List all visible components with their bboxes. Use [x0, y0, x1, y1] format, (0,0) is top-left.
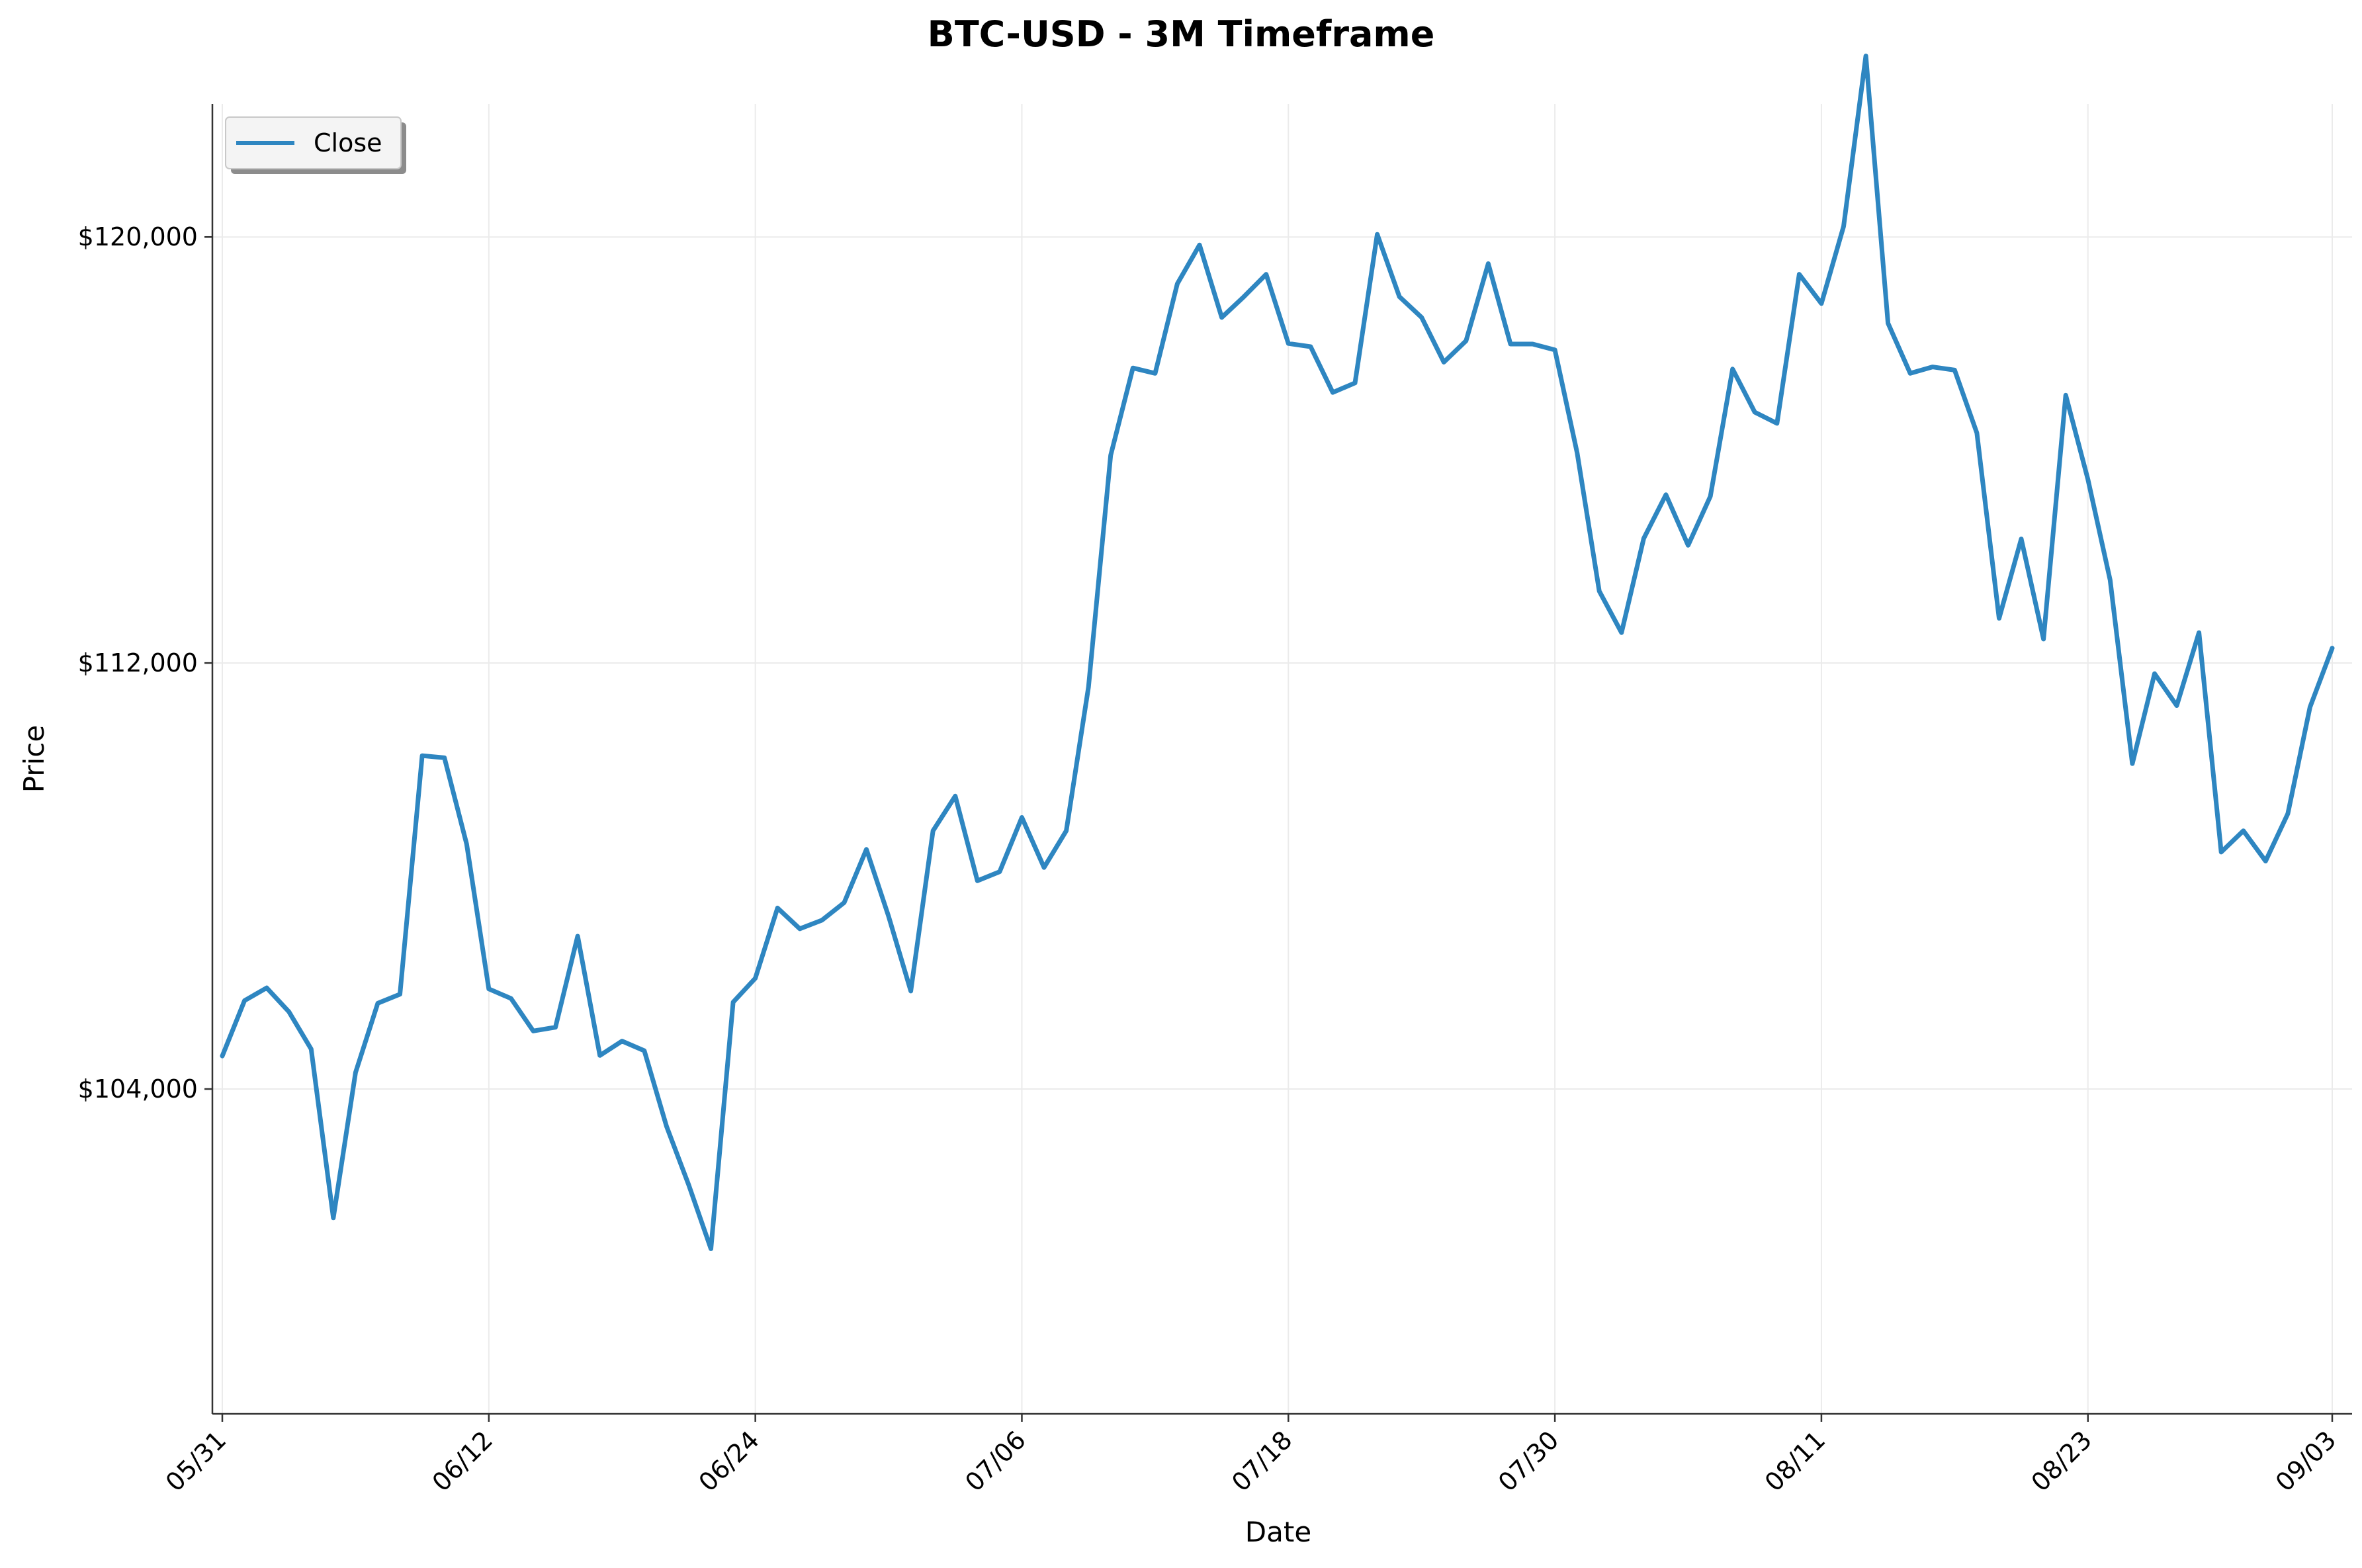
y-tick-label: $104,000 — [78, 1074, 198, 1104]
chart-title: BTC-USD - 3M Timeframe — [928, 13, 1435, 55]
x-tick-label: 07/18 — [1226, 1425, 1298, 1497]
y-tick-label: $120,000 — [78, 222, 198, 251]
x-tick-label: 08/23 — [2026, 1425, 2098, 1497]
y-axis-label: Price — [18, 725, 50, 793]
x-tick-label: 09/03 — [2270, 1425, 2342, 1497]
legend-label-close: Close — [314, 128, 382, 157]
legend-box — [225, 116, 402, 169]
axes — [211, 104, 2352, 1415]
x-tick-label: 06/24 — [693, 1425, 765, 1497]
x-tick-label: 07/06 — [959, 1425, 1031, 1497]
x-tick-group: 05/31 06/12 06/24 07/06 07/18 07/30 08/11 08/23… — [160, 1414, 2342, 1497]
y-tick-label: $112,000 — [78, 648, 198, 677]
series-line-close — [220, 54, 2335, 1251]
x-tick-label: 07/30 — [1493, 1425, 1565, 1497]
x-tick-label: 05/31 — [160, 1425, 232, 1497]
x-tick-label: 08/11 — [1759, 1425, 1831, 1497]
legend: Close — [225, 116, 406, 174]
grid-lines — [212, 104, 2352, 1414]
x-axis-label: Date — [1245, 1516, 1311, 1548]
y-tick-group: $104,000 $112,000 $120,000 — [78, 222, 212, 1104]
x-tick-label: 06/12 — [427, 1425, 499, 1497]
series-group — [220, 54, 2335, 1251]
